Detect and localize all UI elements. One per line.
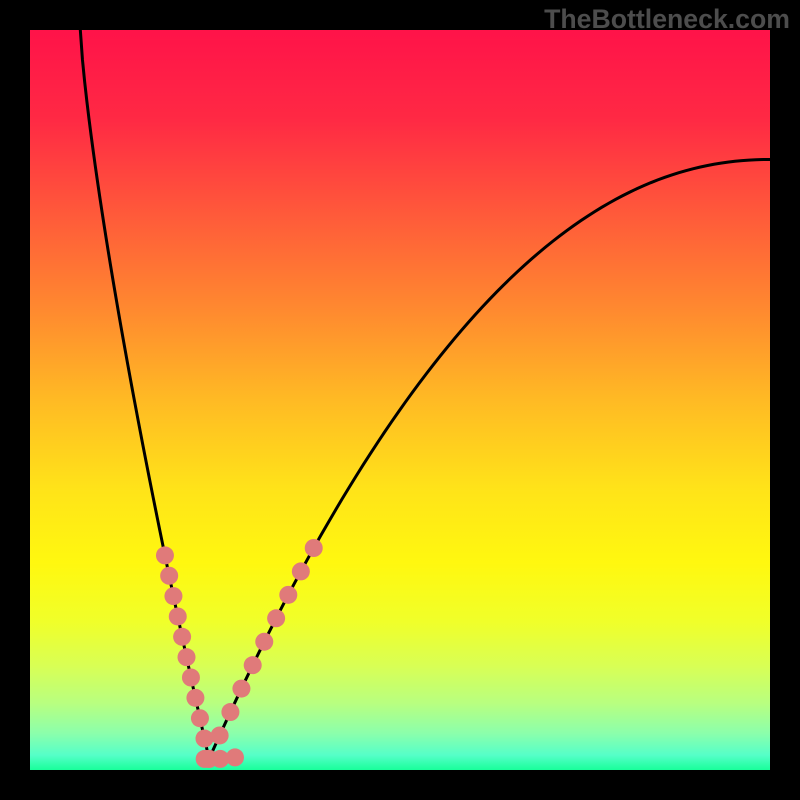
marker-left bbox=[191, 709, 209, 727]
marker-left bbox=[182, 669, 200, 687]
marker-left bbox=[195, 730, 213, 748]
marker-vertex bbox=[226, 748, 244, 766]
marker-left bbox=[160, 567, 178, 585]
marker-right bbox=[211, 726, 229, 744]
marker-left bbox=[173, 628, 191, 646]
stage: TheBottleneck.com bbox=[0, 0, 800, 800]
marker-right bbox=[292, 562, 310, 580]
marker-right bbox=[232, 680, 250, 698]
marker-left bbox=[186, 689, 204, 707]
marker-right bbox=[279, 586, 297, 604]
marker-right bbox=[305, 539, 323, 557]
marker-vertex bbox=[196, 750, 214, 768]
marker-right bbox=[221, 703, 239, 721]
marker-right bbox=[255, 633, 273, 651]
watermark-text: TheBottleneck.com bbox=[544, 4, 790, 35]
curve-right-branch bbox=[209, 160, 770, 759]
marker-left bbox=[178, 648, 196, 666]
marker-right bbox=[267, 609, 285, 627]
marker-left bbox=[164, 587, 182, 605]
curve-layer bbox=[0, 0, 800, 800]
marker-left bbox=[156, 546, 174, 564]
marker-right bbox=[244, 656, 262, 674]
marker-left bbox=[169, 607, 187, 625]
